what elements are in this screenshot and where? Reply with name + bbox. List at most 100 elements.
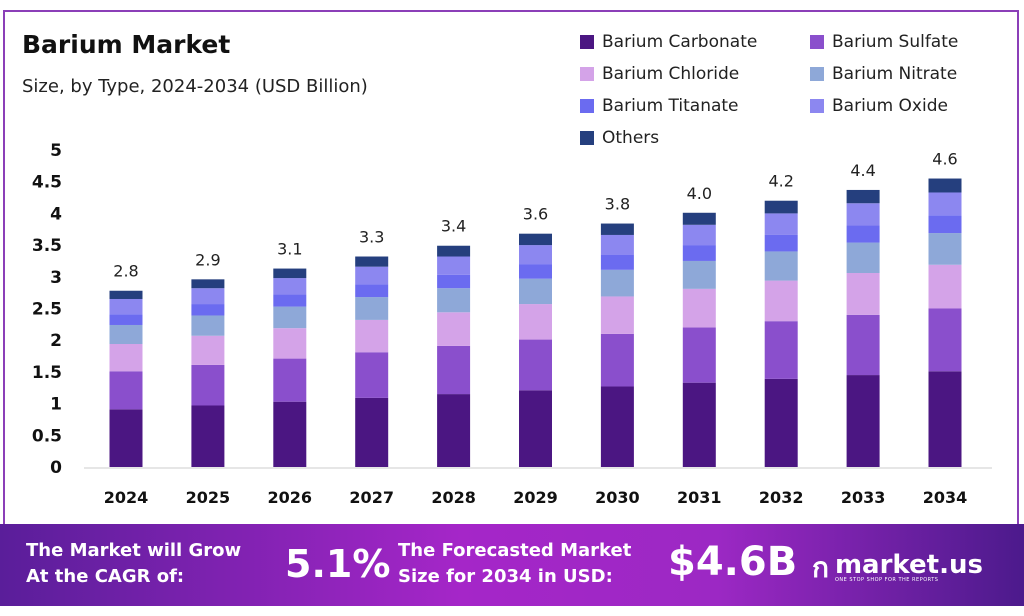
y-tick-label: 3	[50, 268, 62, 288]
bar-segment-barium-chloride	[519, 304, 552, 340]
bar-total-label: 2.8	[113, 262, 138, 281]
bar-segment-barium-titanate	[273, 294, 307, 307]
legend-label: Barium Sulfate	[832, 32, 959, 52]
bar-segment-barium-sulfate	[764, 321, 798, 379]
bar-segment-others	[437, 245, 471, 257]
logo-icon: ก	[812, 551, 829, 584]
bar-segment-barium-nitrate	[928, 233, 962, 265]
legend-item: Others	[580, 126, 810, 150]
bar-segment-others	[519, 233, 552, 246]
bar-segment-others	[191, 279, 225, 289]
legend-item: Barium Nitrate	[810, 62, 1010, 86]
bar-segment-barium-carbonate	[764, 378, 798, 467]
y-tick-label: 1.5	[32, 363, 62, 383]
bar-total-label: 4.0	[687, 184, 712, 203]
bar-segment-barium-nitrate	[764, 251, 798, 281]
y-tick-label: 4	[50, 204, 62, 224]
bar-segment-barium-nitrate	[355, 297, 389, 320]
legend-swatch	[580, 67, 594, 81]
bar-segment-barium-carbonate	[519, 390, 552, 467]
legend-item: Barium Chloride	[580, 62, 810, 86]
brand-name: market.us	[834, 550, 983, 580]
y-tick-label: 1	[50, 395, 62, 415]
bar-segment-barium-carbonate	[928, 371, 962, 467]
legend-label: Barium Oxide	[832, 96, 948, 116]
bar-segment-barium-nitrate	[600, 269, 634, 297]
legend-swatch	[810, 99, 824, 113]
brand-tagline: ONE STOP SHOP FOR THE REPORTS	[834, 577, 939, 583]
bar-segment-barium-carbonate	[600, 386, 634, 467]
bar-segment-barium-oxide	[600, 234, 634, 255]
bar-segment-barium-sulfate	[191, 364, 225, 406]
bar-segment-barium-titanate	[519, 264, 552, 279]
bar-segment-barium-oxide	[437, 256, 471, 275]
y-tick-label: 2.5	[32, 300, 62, 320]
bar-segment-others	[355, 256, 389, 267]
legend-item: Barium Sulfate	[810, 30, 1010, 54]
bar-segment-barium-nitrate	[273, 306, 307, 329]
bar-segment-barium-titanate	[928, 215, 962, 234]
x-tick-label: 2028	[431, 488, 476, 507]
legend-swatch	[580, 131, 594, 145]
y-tick-label: 0	[50, 458, 62, 478]
bar-segment-others	[682, 212, 716, 225]
y-tick-label: 5	[50, 141, 62, 161]
legend-item: Barium Titanate	[580, 94, 810, 118]
bar-segment-barium-nitrate	[846, 242, 880, 273]
bar-segment-barium-oxide	[355, 266, 389, 285]
bar-total-label: 4.2	[768, 172, 793, 191]
bar-segment-barium-sulfate	[437, 345, 471, 395]
bar-segment-barium-sulfate	[682, 327, 716, 383]
cagr-value: 5.1%	[285, 542, 391, 586]
forecast-label-line1: The Forecasted Market	[398, 540, 632, 561]
x-tick-label: 2026	[268, 488, 313, 507]
bar-total-label: 3.6	[523, 205, 548, 224]
x-tick-label: 2032	[759, 488, 804, 507]
bar-segment-barium-oxide	[273, 278, 307, 295]
x-tick-label: 2030	[595, 488, 640, 507]
footer-banner: The Market will Grow At the CAGR of: 5.1%…	[0, 524, 1024, 606]
x-tick-label: 2029	[513, 488, 558, 507]
bar-segment-barium-nitrate	[519, 278, 552, 305]
forecast-label-line2: Size for 2034 in USD:	[398, 566, 613, 587]
bar-segment-barium-sulfate	[600, 333, 634, 387]
bar-segment-barium-titanate	[764, 234, 798, 252]
bar-segment-barium-titanate	[191, 304, 225, 316]
bar-segment-barium-titanate	[682, 245, 716, 261]
y-tick-label: 0.5	[32, 426, 62, 446]
bar-segment-barium-sulfate	[355, 352, 389, 398]
bar-segment-barium-sulfate	[109, 371, 143, 410]
bar-total-label: 3.8	[605, 195, 630, 214]
x-tick-label: 2031	[677, 488, 722, 507]
bar-segment-barium-titanate	[355, 284, 389, 298]
bar-segment-barium-chloride	[437, 312, 471, 346]
bar-segment-barium-chloride	[273, 328, 307, 359]
bar-total-label: 3.3	[359, 228, 384, 247]
bar-segment-barium-oxide	[928, 192, 962, 216]
bar-segment-barium-oxide	[846, 203, 880, 226]
legend-label: Barium Titanate	[602, 96, 739, 116]
stacked-bar-chart: 0 0.5 1 1.5 2 2.5 3 3.5 4 4.5 5 2.8 2024 2.9 2025 3.1 20…	[32, 141, 992, 507]
legend-label: Others	[602, 128, 660, 148]
bar-total-label: 4.6	[932, 150, 957, 169]
forecast-value: $4.6B	[668, 539, 798, 585]
bar-segment-barium-chloride	[764, 280, 798, 322]
bar-segment-barium-carbonate	[109, 409, 143, 467]
chart-title: Barium Market	[22, 30, 231, 59]
legend-label: Barium Chloride	[602, 64, 740, 84]
bar-segment-barium-titanate	[600, 254, 634, 270]
x-tick-label: 2033	[841, 488, 886, 507]
bar-total-label: 4.4	[850, 161, 875, 180]
bar-total-label: 2.9	[195, 250, 220, 269]
bar-segment-barium-oxide	[191, 288, 225, 305]
bar-segment-barium-carbonate	[682, 382, 716, 467]
bar-segment-barium-oxide	[109, 298, 143, 315]
bar-segment-barium-sulfate	[519, 339, 552, 391]
bar-segment-barium-carbonate	[273, 401, 307, 467]
x-tick-label: 2025	[186, 488, 231, 507]
bar-segment-barium-oxide	[519, 245, 552, 265]
bar-segment-barium-chloride	[191, 335, 225, 365]
cagr-label-line2: At the CAGR of:	[26, 566, 185, 587]
forecast-label: The Forecasted Market Size for 2034 in US…	[398, 538, 631, 590]
bar-segment-others	[846, 189, 880, 204]
